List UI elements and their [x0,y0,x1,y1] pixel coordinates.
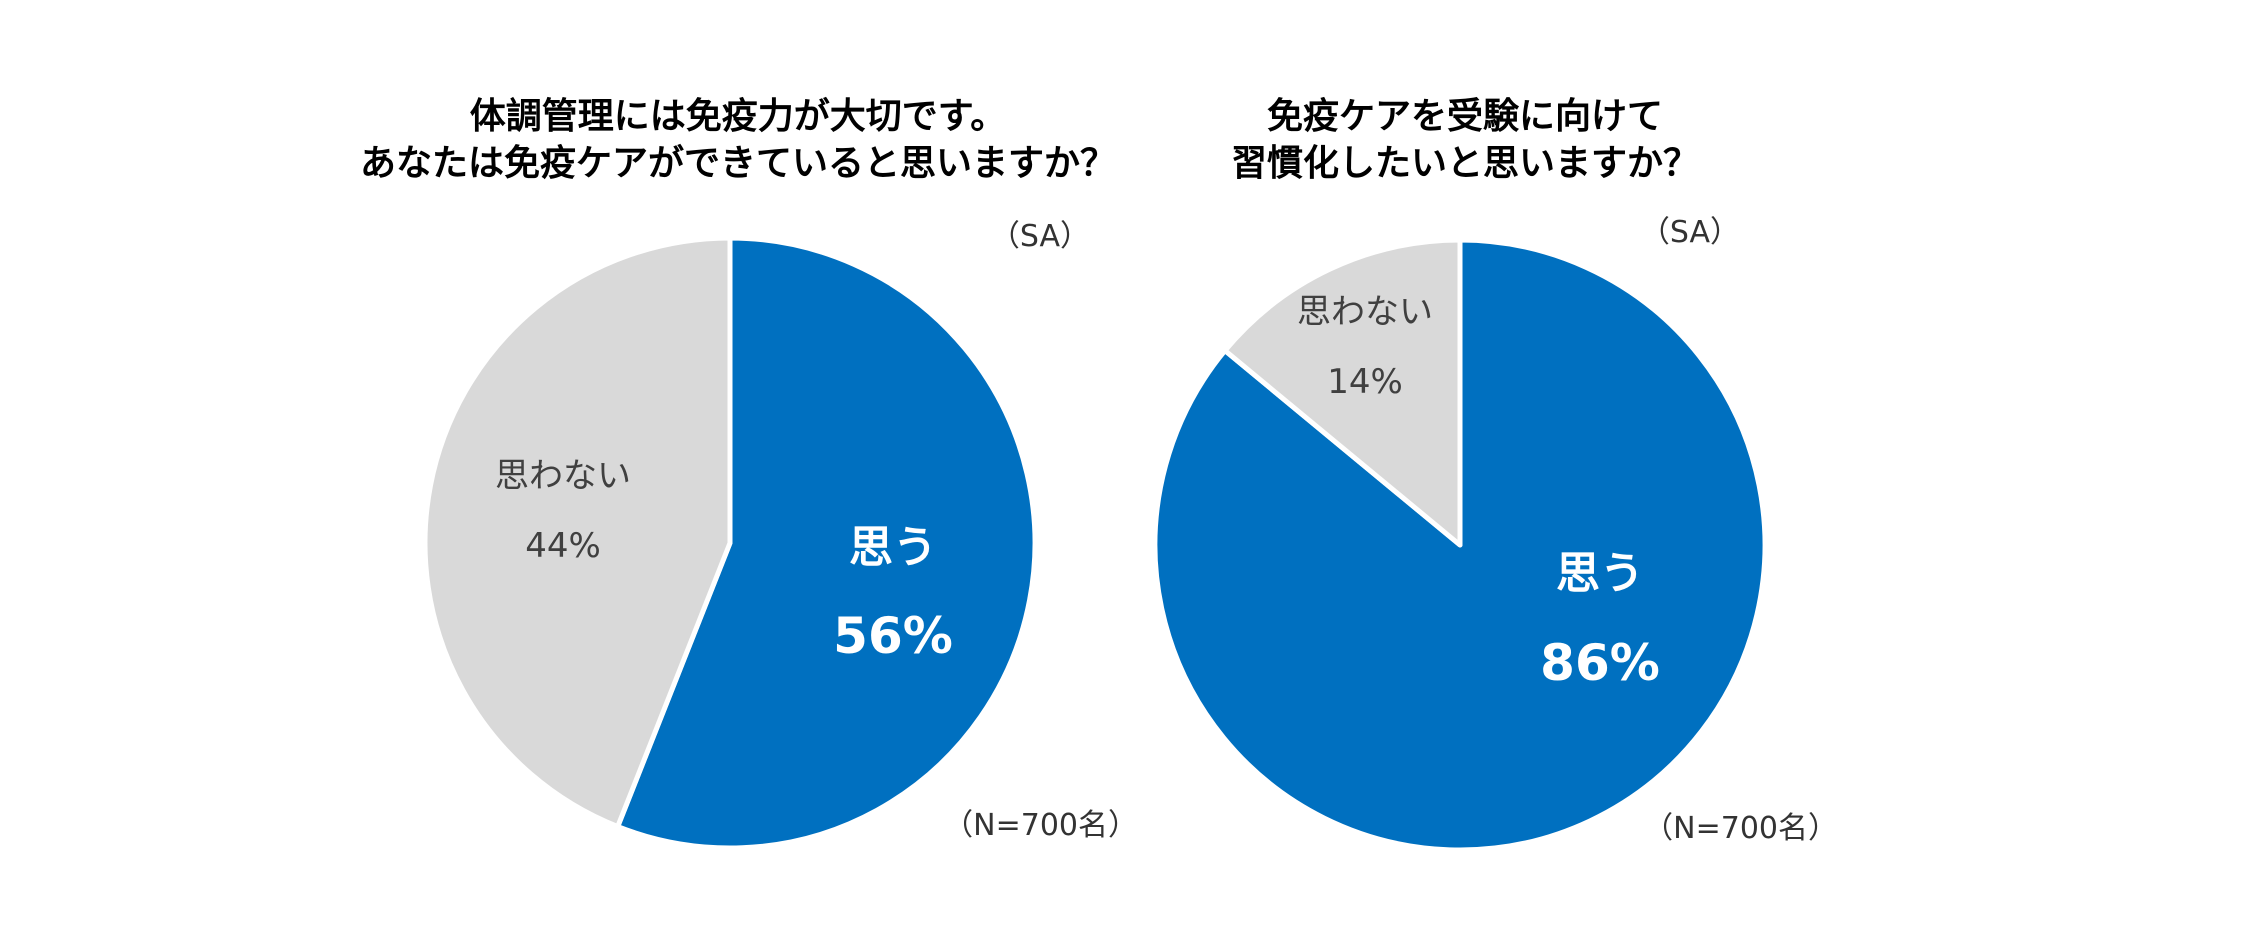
pie-chart-2: 免疫ケアを受験に向けて 習慣化したいと思いますか？ （SA） 思う 86% 思わない… [1152,96,1838,853]
chart-2-slices [1152,237,1768,853]
chart-1-title-line-1: 体調管理には免疫力が大切です。 [470,96,1006,137]
slice-label-agree: 思う [1556,548,1644,599]
slice-value-agree: 86% [1540,634,1660,692]
slice-value-disagree: 44% [525,526,601,566]
chart-1-note: （SA） [990,219,1090,254]
slice-label-agree: 思う [849,522,937,573]
slice-label-disagree: 思わない [1297,292,1433,332]
pie-slice-disagree [1222,237,1463,548]
slice-label-disagree: 思わない [495,456,631,496]
chart-2-labels: 思う 86% 思わない 14% [1297,292,1660,692]
chart-2-note: （SA） [1640,215,1740,250]
chart-1-title-line-2: あなたは免疫ケアができていると思いますか？ [360,143,1116,184]
pie-chart-1: 体調管理には免疫力が大切です。 あなたは免疫ケアができていると思いますか？ （S… [360,96,1138,851]
chart-2-title-line-2: 習慣化したいと思いますか？ [1231,143,1699,184]
slice-value-agree: 56% [833,607,953,665]
chart-1-slices [422,235,1038,851]
chart-1-labels: 思う 56% 思わない 44% [495,456,953,665]
pie-slice-agree [615,235,1038,851]
chart-2-sample-size: （N=700名） [1643,811,1838,846]
slice-value-disagree: 14% [1327,362,1403,402]
chart-2-title-line-1: 免疫ケアを受験に向けて [1267,96,1663,137]
pie-slice-disagree [422,235,733,830]
chart-1-sample-size: （N=700名） [943,808,1138,843]
